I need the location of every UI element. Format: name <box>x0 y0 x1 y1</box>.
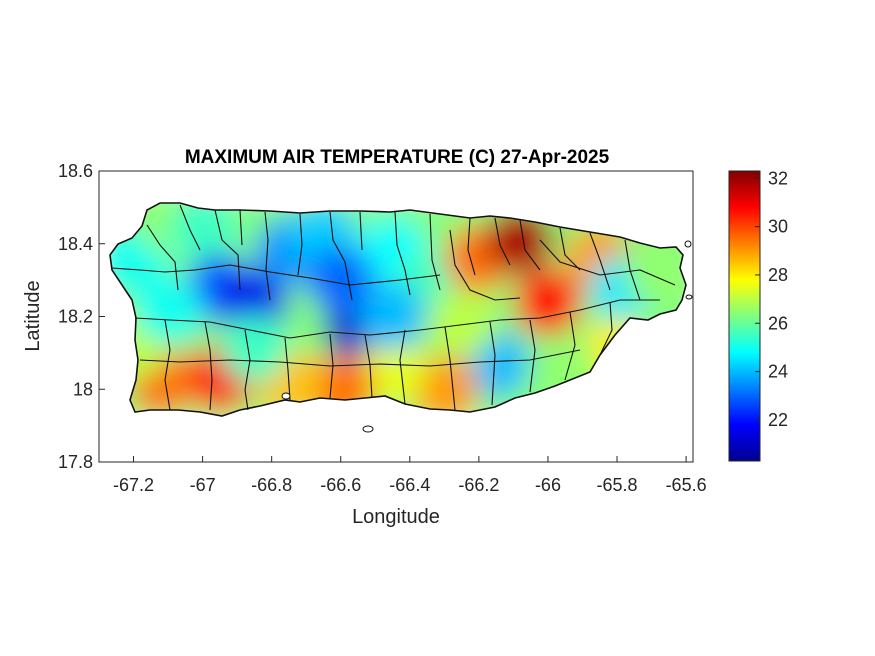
island-outline <box>109 202 687 417</box>
small-islands <box>281 240 693 433</box>
colorbar-tick-label: 24 <box>768 362 788 382</box>
municipal-boundary <box>519 219 541 271</box>
field-sample <box>427 289 496 358</box>
municipal-boundary <box>399 329 406 405</box>
y-axis-label: Latitude <box>22 280 44 351</box>
municipal-boundary <box>599 301 613 356</box>
temperature-field <box>110 203 686 416</box>
municipal-boundary <box>444 326 456 411</box>
municipal-boundary <box>564 311 576 381</box>
field-sample <box>410 355 479 416</box>
municipal-boundary <box>284 337 291 401</box>
islet <box>281 392 291 400</box>
x-tick-label: -66.8 <box>251 475 292 495</box>
x-tick-label: -67 <box>190 475 216 495</box>
municipal-boundary <box>529 319 536 393</box>
x-tick-label: -66 <box>535 475 561 495</box>
field-sample <box>220 315 289 384</box>
municipal-boundary <box>494 217 511 266</box>
y-axis: 17.8 18 18.2 18.4 18.6 <box>58 161 105 472</box>
municipal-boundary <box>329 211 353 301</box>
y-tick-label: 18.2 <box>58 307 93 327</box>
municipal-boundary <box>559 227 581 271</box>
colorbar-tick-label: 30 <box>768 217 788 237</box>
municipal-boundary <box>214 209 241 291</box>
municipal-boundary <box>146 224 179 291</box>
x-axis: -67.2 -67 -66.8 -66.6 -66.4 -66.2 -66 -65.8 -65.… <box>113 456 707 495</box>
x-axis-label: Longitude <box>352 506 440 528</box>
colorbar-tick-label: 32 <box>768 168 788 188</box>
municipal-boundary <box>429 213 441 291</box>
x-tick-label: -66.6 <box>320 475 361 495</box>
municipal-boundary <box>359 211 363 251</box>
municipal-boundary <box>204 321 213 411</box>
municipal-boundary <box>364 334 373 399</box>
islet <box>685 294 693 300</box>
municipal-boundary <box>111 264 441 286</box>
islet <box>684 240 692 248</box>
field-sample <box>134 275 203 344</box>
y-tick-label: 18.6 <box>58 161 93 181</box>
municipal-boundary <box>539 239 676 286</box>
colorbar-tick-label: 28 <box>768 265 788 285</box>
municipal-boundary <box>139 349 581 367</box>
municipal-boundary <box>467 217 476 276</box>
municipal-boundary <box>589 232 611 291</box>
x-tick-label: -66.2 <box>458 475 499 495</box>
x-tick-label: -66.4 <box>389 475 430 495</box>
municipal-boundary <box>244 329 251 411</box>
chart-title: MAXIMUM AIR TEMPERATURE (C) 27-Apr-2025 <box>185 147 610 168</box>
municipal-boundary <box>134 299 660 339</box>
colorbar-tick-label: 22 <box>768 410 788 430</box>
municipal-boundary <box>264 211 271 301</box>
y-tick-label: 18 <box>73 379 93 399</box>
field-sample <box>358 337 427 406</box>
y-tick-label: 18.4 <box>58 234 93 254</box>
field-sample <box>624 238 686 307</box>
field-sample <box>220 267 289 336</box>
x-tick-label: -65.6 <box>666 475 707 495</box>
municipal-boundary <box>329 333 334 399</box>
field-sample <box>306 246 375 315</box>
municipal-boundary <box>179 204 201 251</box>
colorbar-ticks: 22 24 26 28 30 32 <box>755 168 788 430</box>
municipal-boundary <box>394 211 411 296</box>
municipal-boundary <box>489 321 496 406</box>
municipal-boundaries <box>111 204 676 411</box>
municipal-boundary <box>624 239 641 301</box>
y-tick-label: 17.8 <box>58 452 93 472</box>
colorbar-tick-label: 26 <box>768 313 788 333</box>
islet <box>362 425 374 433</box>
municipal-boundary <box>449 229 521 301</box>
x-tick-label: -65.8 <box>597 475 638 495</box>
x-tick-label: -67.2 <box>113 475 154 495</box>
municipal-boundary <box>239 209 243 246</box>
municipal-boundary <box>297 213 303 276</box>
field-sample <box>168 203 237 264</box>
field-sample <box>358 282 427 351</box>
colorbar <box>728 170 761 462</box>
municipal-boundary <box>164 319 171 411</box>
